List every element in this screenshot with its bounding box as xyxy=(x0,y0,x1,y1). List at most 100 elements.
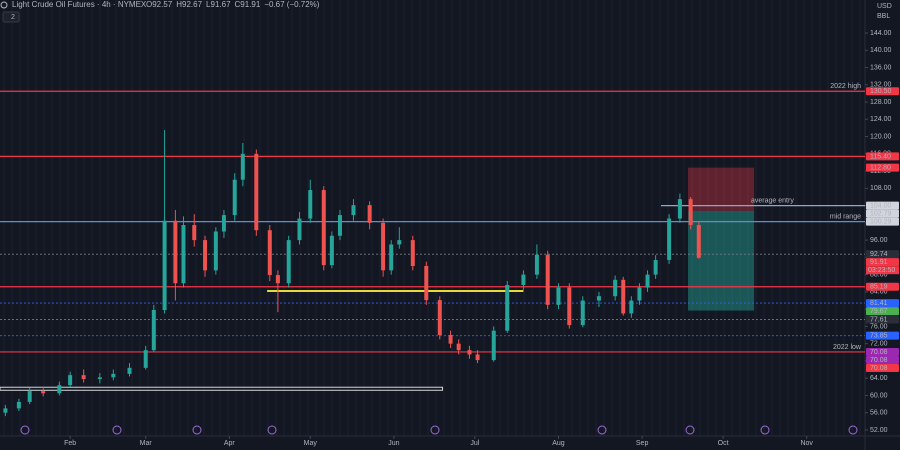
candle-body xyxy=(491,330,496,361)
y-tick-label: 132.00 xyxy=(870,82,892,89)
candle-body xyxy=(240,153,245,180)
y-tick-label: 128.00 xyxy=(870,99,892,106)
candle-body xyxy=(213,231,218,271)
indicators-toggle[interactable] xyxy=(2,11,20,23)
price-tag-label: 102.79 xyxy=(870,210,892,217)
candle-body xyxy=(321,190,326,266)
price-tag-label: 73.85 xyxy=(870,333,888,340)
event-icon[interactable] xyxy=(192,425,202,435)
event-icon[interactable] xyxy=(20,425,30,435)
x-tick-label: Nov xyxy=(800,440,813,447)
ohlc-legend: O92.57 H92.67 L91.67 C91.91 −0.67 (−0.72%) xyxy=(146,0,320,9)
candle-body xyxy=(27,391,32,402)
event-icons xyxy=(20,425,858,435)
event-icon[interactable] xyxy=(760,425,770,435)
candle-body xyxy=(81,375,86,380)
candle-body xyxy=(337,215,342,236)
candle-body xyxy=(111,373,116,378)
candle-body xyxy=(308,190,313,219)
price-tag xyxy=(866,315,899,324)
x-tick-label: Mar xyxy=(140,440,153,447)
y-tick-label: 88.00 xyxy=(870,271,888,278)
candle-body xyxy=(41,391,46,394)
event-icon[interactable] xyxy=(267,425,277,435)
event-icon[interactable] xyxy=(685,425,695,435)
price-tag-label: 112.80 xyxy=(870,164,891,171)
level-annotation: mid range xyxy=(830,213,861,220)
candle-body xyxy=(143,350,148,368)
collapse-icon[interactable] xyxy=(0,1,8,9)
candle-body xyxy=(286,240,291,284)
y-tick-label: 140.00 xyxy=(870,47,892,54)
price-tag-label: 130.50 xyxy=(870,88,892,95)
candle-body xyxy=(97,377,102,380)
candle-body xyxy=(448,335,453,344)
candle-body xyxy=(267,230,272,276)
candle-body xyxy=(410,240,415,267)
candle-body xyxy=(203,240,208,271)
y-tick-label: 52.00 xyxy=(870,427,888,434)
candle-body xyxy=(645,274,650,288)
y-tick-label: 56.00 xyxy=(870,410,888,417)
unit[interactable]: BBL xyxy=(877,13,890,20)
rectangle-drawing xyxy=(0,386,443,391)
y-tick-label: 136.00 xyxy=(870,64,892,71)
ohlc-value: L91.67 xyxy=(206,0,231,9)
level-annotation: 2022 low xyxy=(833,344,862,351)
x-tick-label: Jul xyxy=(470,440,479,447)
price-tag xyxy=(866,163,899,172)
level-annotation: 2022 high xyxy=(830,83,861,90)
candle-body xyxy=(3,408,8,413)
symbol-title: Light Crude Oil Futures · 4h · NYMEX xyxy=(12,0,147,9)
countdown-tag xyxy=(866,266,899,275)
level-annotation: average entry xyxy=(751,197,794,204)
x-tick-label: Aug xyxy=(552,440,565,447)
x-tick-label: Oct xyxy=(718,440,729,447)
price-tag xyxy=(866,201,899,210)
candle-body xyxy=(181,225,186,284)
indicators-count: 2 xyxy=(11,14,15,21)
candle-body xyxy=(467,350,472,355)
price-tag xyxy=(866,363,899,372)
price-tag xyxy=(866,282,899,291)
candle-body xyxy=(57,385,62,394)
price-tag xyxy=(866,250,899,259)
candle-body xyxy=(367,205,372,223)
price-tag-label: 70.08 xyxy=(870,349,888,356)
candle-body xyxy=(151,310,156,351)
ohlc-value: O92.57 xyxy=(146,0,173,9)
candle-body xyxy=(275,275,280,284)
y-tick-label: 120.00 xyxy=(870,133,892,140)
y-tick-label: 124.00 xyxy=(870,116,892,123)
candle-body xyxy=(232,179,237,216)
price-tag xyxy=(866,209,899,218)
candle-body xyxy=(653,259,658,275)
candle-body xyxy=(389,244,394,271)
candle-body xyxy=(397,240,402,245)
x-tick-label: Jun xyxy=(388,440,399,447)
event-icon[interactable] xyxy=(597,425,607,435)
candle-body xyxy=(629,300,634,314)
countdown: 03:23:50 xyxy=(868,267,895,274)
event-icon[interactable] xyxy=(112,425,122,435)
x-tick-label: Apr xyxy=(224,440,236,447)
candle-body xyxy=(297,218,302,241)
candle-body xyxy=(596,296,601,301)
x-tick-label: May xyxy=(304,440,318,447)
candle-body xyxy=(677,199,682,219)
price-tag-label: 79.67 xyxy=(870,308,888,315)
y-tick-label: 84.00 xyxy=(870,289,888,296)
price-tag-label: 81.41 xyxy=(870,300,888,307)
currency[interactable]: USD xyxy=(877,3,892,10)
price-tag-label: 70.08 xyxy=(870,365,888,372)
candle-body xyxy=(381,222,386,271)
candle-body xyxy=(580,300,585,326)
event-icon[interactable] xyxy=(430,425,440,435)
price-tag-label: 70.08 xyxy=(870,357,888,364)
event-icon[interactable] xyxy=(848,425,858,435)
candle-body xyxy=(173,220,178,284)
price-tag-label: 85.19 xyxy=(870,284,888,291)
price-tag xyxy=(866,258,899,267)
